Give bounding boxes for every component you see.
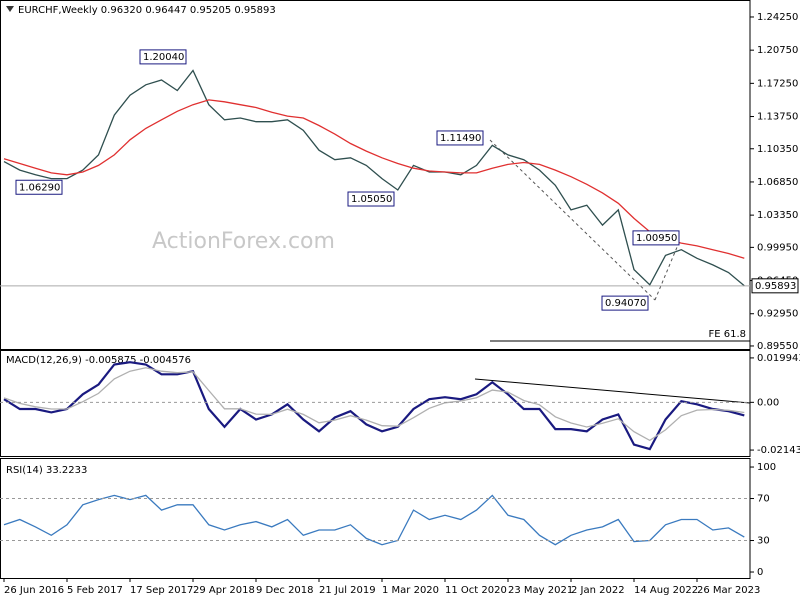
y-tick-label: 0.00 xyxy=(757,397,779,408)
trend-line xyxy=(474,378,751,404)
panel-frame xyxy=(0,350,751,457)
y-tick-label: 1.24250 xyxy=(757,12,798,23)
projection-line xyxy=(489,139,656,301)
series-line xyxy=(3,99,745,259)
annotation-box xyxy=(15,179,63,195)
x-tick-label: 9 Dec 2018 xyxy=(256,585,314,596)
x-tick-label: 2 Jan 2022 xyxy=(571,585,625,596)
x-tick-label: 29 Apr 2018 xyxy=(193,585,255,596)
y-tick-label: 0.92950 xyxy=(757,309,798,320)
x-tick-label: 21 Jul 2019 xyxy=(319,585,376,596)
annotation-label: 1.00950 xyxy=(636,233,677,244)
annotation-label: 1.11490 xyxy=(440,133,481,144)
y-tick-label: 1.13750 xyxy=(757,112,798,123)
annotation-box xyxy=(436,130,484,146)
x-tick-label: 11 Oct 2020 xyxy=(445,585,507,596)
rsi-title: RSI(14) 33.2233 xyxy=(6,465,87,476)
x-tick-label: 14 Aug 2022 xyxy=(634,585,698,596)
y-tick-label: 1.20750 xyxy=(757,45,798,56)
x-tick-label: 5 Feb 2017 xyxy=(67,585,123,596)
annotation-label: 0.94070 xyxy=(605,298,646,309)
panel-frame xyxy=(0,0,751,350)
x-tick-label: 17 Sep 2017 xyxy=(130,585,193,596)
y-tick-label: 0.89550 xyxy=(757,341,798,352)
panel xyxy=(3,69,745,287)
series-line xyxy=(3,367,745,442)
annotation-box xyxy=(139,49,187,65)
x-tick-label: 26 Mar 2023 xyxy=(697,585,760,596)
last-price-box xyxy=(751,278,799,294)
last-price-label: 0.95893 xyxy=(755,281,796,292)
annotation-box xyxy=(601,295,649,311)
y-tick-label: 0.019943 xyxy=(757,353,800,364)
y-tick-label: 1.06850 xyxy=(757,177,798,188)
y-tick-label: 30 xyxy=(757,536,770,547)
x-tick-label: 1 Mar 2020 xyxy=(382,585,439,596)
series-line xyxy=(3,69,745,287)
chart-title: EURCHF,Weekly 0.96320 0.96447 0.95205 0.… xyxy=(18,5,276,16)
y-tick-label: 70 xyxy=(757,494,770,505)
annotation-box xyxy=(632,230,680,246)
menu-icon xyxy=(6,6,14,12)
watermark: ActionForex.com xyxy=(152,229,335,254)
x-tick-label: 26 Jun 2016 xyxy=(4,585,64,596)
y-tick-label: 1.10350 xyxy=(757,144,798,155)
x-tick-label: 23 May 2021 xyxy=(508,585,573,596)
annotation-label: 1.20040 xyxy=(143,52,184,63)
annotation-label: 1.05050 xyxy=(351,194,392,205)
annotation-label: 1.06290 xyxy=(19,182,60,193)
y-tick-label: 1.03350 xyxy=(757,210,798,221)
panel-frame xyxy=(0,458,751,579)
annotation-box xyxy=(347,191,395,207)
y-tick-label: 0 xyxy=(757,567,763,578)
macd-title: MACD(12,26,9) -0.005875 -0.004576 xyxy=(6,355,191,366)
y-tick-label: 100 xyxy=(757,462,776,473)
y-tick-label: 0.99950 xyxy=(757,242,798,253)
panel xyxy=(3,361,745,451)
series-line xyxy=(3,361,745,451)
projection-line xyxy=(654,239,681,301)
fe-label: FE 61.8 xyxy=(708,329,746,340)
y-tick-label: -0.021434 xyxy=(757,445,800,456)
y-tick-label: 1.17250 xyxy=(757,78,798,89)
